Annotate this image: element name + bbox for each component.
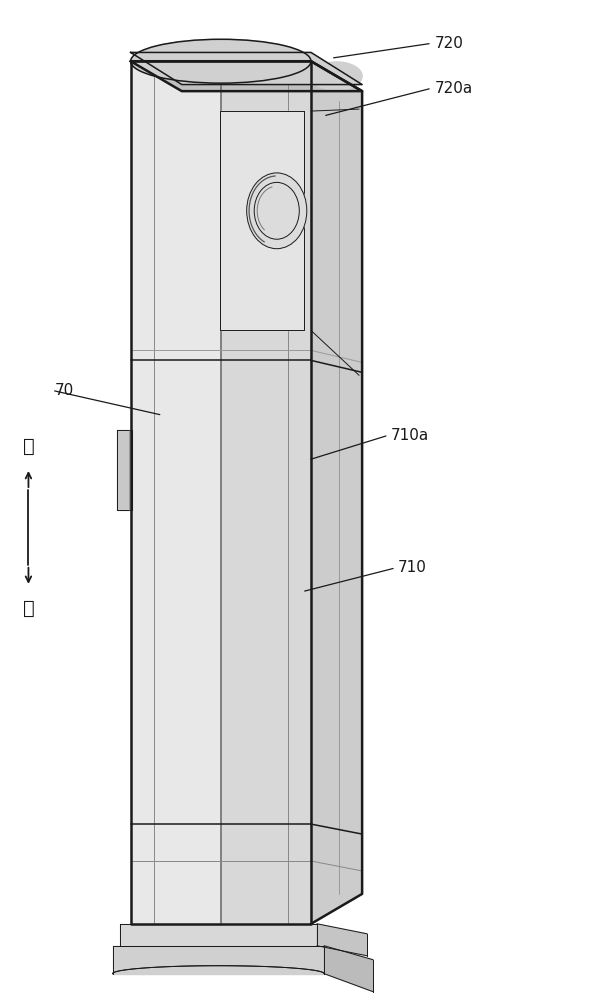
Polygon shape [311, 61, 362, 924]
Polygon shape [130, 61, 221, 924]
Text: 710: 710 [398, 560, 427, 575]
Polygon shape [112, 946, 324, 974]
Polygon shape [324, 946, 373, 992]
Polygon shape [221, 61, 311, 924]
Polygon shape [220, 111, 304, 330]
Ellipse shape [130, 39, 311, 83]
Text: 720: 720 [434, 36, 463, 51]
Text: 70: 70 [54, 383, 74, 398]
Ellipse shape [246, 173, 307, 249]
Polygon shape [117, 430, 132, 510]
Polygon shape [130, 52, 362, 85]
Text: 710a: 710a [391, 428, 429, 443]
Polygon shape [120, 924, 317, 946]
Ellipse shape [311, 62, 362, 90]
Text: 720a: 720a [434, 81, 472, 96]
Text: 下: 下 [22, 599, 34, 618]
Polygon shape [317, 924, 367, 956]
Polygon shape [130, 61, 362, 91]
Text: 上: 上 [22, 437, 34, 456]
